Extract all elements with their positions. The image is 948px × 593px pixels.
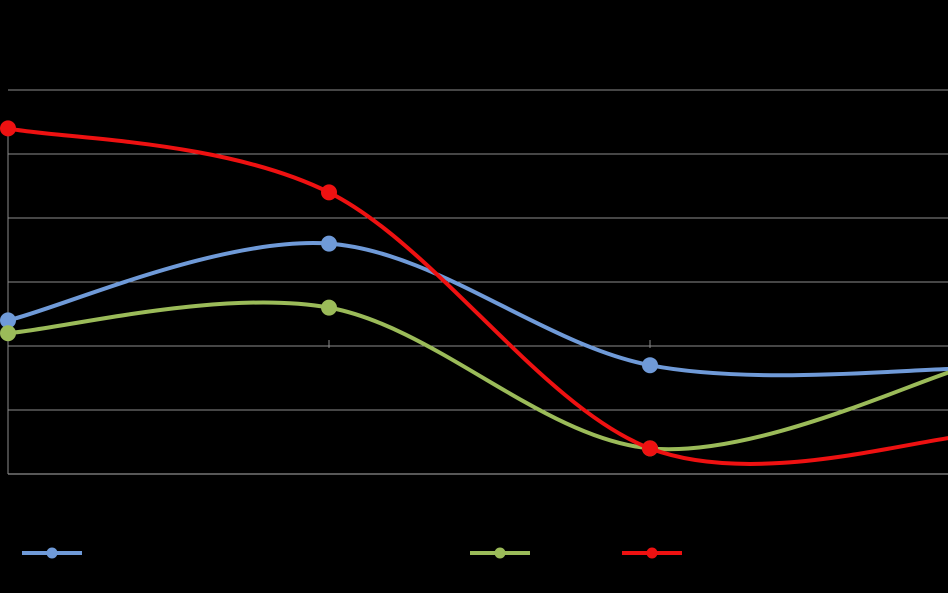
series-1: [0, 235, 948, 378]
series-line: [6, 241, 948, 378]
gridlines: [8, 89, 948, 411]
legend-swatch-marker: [46, 547, 58, 559]
data-point: [0, 120, 16, 137]
legend-swatch-marker: [646, 547, 658, 559]
series-3: [0, 120, 948, 466]
data-point: [0, 325, 16, 342]
data-point: [642, 440, 658, 457]
series-line: [6, 300, 948, 452]
data-point: [321, 184, 337, 201]
series-2: [0, 299, 948, 457]
series-line: [6, 126, 948, 466]
series-layer: [0, 120, 948, 466]
data-point: [0, 312, 16, 329]
axes: [7, 122, 948, 475]
data-point: [642, 357, 658, 374]
legend-item: [22, 547, 82, 559]
data-point: [321, 235, 337, 252]
legend-item: [622, 547, 682, 559]
data-point: [321, 299, 337, 316]
legend-item: [470, 547, 530, 559]
legend: [22, 547, 682, 559]
legend-swatch-marker: [494, 547, 506, 559]
